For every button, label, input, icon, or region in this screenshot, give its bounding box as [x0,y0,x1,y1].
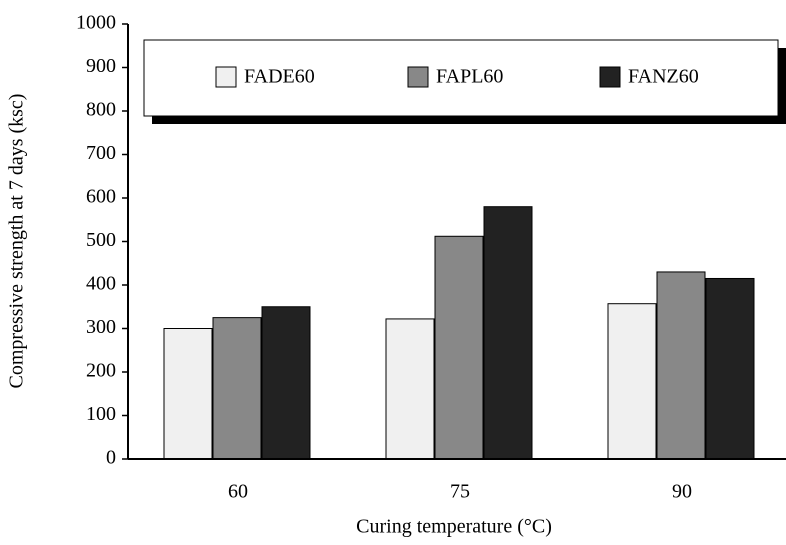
legend-label: FAPL60 [436,66,503,88]
y-tick-label: 900 [86,55,116,77]
y-tick-label: 200 [86,360,116,382]
legend-box [143,39,779,117]
x-tick-label: 90 [672,481,692,503]
y-tick-label: 600 [86,186,116,208]
y-tick-label: 800 [86,99,116,121]
bar [385,318,435,460]
y-tick-label: 100 [86,403,116,425]
bar [261,306,311,460]
bar [212,317,262,460]
legend-swatch [407,66,429,88]
bar [434,235,484,460]
legend-swatch [599,66,621,88]
y-tick-label: 300 [86,316,116,338]
x-tick-label: 75 [450,481,470,503]
y-tick-label: 400 [86,273,116,295]
x-tick-label: 60 [228,481,248,503]
y-tick-label: 1000 [76,12,116,34]
y-tick-label: 0 [106,447,116,469]
legend-label: FADE60 [244,66,315,88]
bar [656,271,706,460]
y-tick-label: 700 [86,142,116,164]
legend-swatch [215,66,237,88]
y-axis-label: Compressive strength at 7 days (ksc) [6,94,28,389]
x-axis-label: Curing temperature (°C) [356,516,552,538]
bar [705,277,755,460]
bar [483,206,533,460]
bar [607,303,657,460]
bar [163,328,213,460]
y-tick-label: 500 [86,229,116,251]
legend-label: FANZ60 [628,66,699,88]
